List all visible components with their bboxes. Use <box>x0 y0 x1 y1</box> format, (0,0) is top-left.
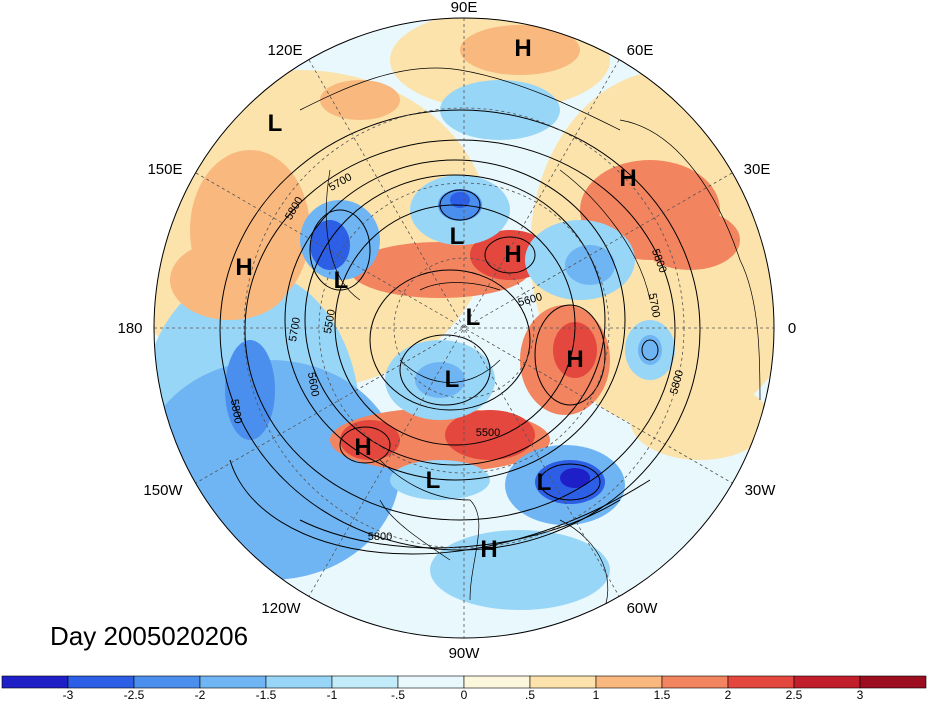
colorbar-swatch <box>265 675 333 689</box>
low-center: L <box>450 223 465 250</box>
low-center: L <box>426 467 441 494</box>
lon-label-30e: 30E <box>744 161 771 178</box>
colorbar-tick-label: 1 <box>593 688 600 702</box>
colorbar-swatch <box>1 675 69 689</box>
colorbar-swatch <box>793 675 861 689</box>
contour-label: 5500 <box>322 308 338 334</box>
low-center: L <box>334 267 349 294</box>
lon-label-60w: 60W <box>627 600 659 617</box>
high-center: H <box>514 35 531 62</box>
colorbar-swatch <box>133 675 201 689</box>
contour-label: 5700 <box>646 292 662 318</box>
colorbar-swatch <box>727 675 795 689</box>
colorbar-tick-label: 1.5 <box>654 688 671 702</box>
contour-label: 5800 <box>228 398 244 424</box>
lon-label-120e: 120E <box>267 42 302 59</box>
lon-label-0: 0 <box>788 320 796 337</box>
colorbar-tick-label: -2 <box>195 688 206 702</box>
lon-label-90e: 90E <box>451 0 478 16</box>
lon-label-30w: 30W <box>745 482 777 499</box>
height-contours <box>219 109 701 555</box>
colorbar-tick-label: 3 <box>857 688 864 702</box>
low-center: L <box>445 366 460 393</box>
high-center: H <box>354 434 371 461</box>
colorbar: -3 -2.5 -2 -1.5 -1 -.5 0 .5 1 1.5 2 2.5 3 <box>1 675 927 702</box>
contour-label: 5700 <box>287 316 303 342</box>
colorbar-tick-label: -3 <box>63 688 74 702</box>
colorbar-tick-label: -.5 <box>391 688 405 702</box>
high-center: H <box>235 254 252 281</box>
colorbar-tick-label: -1.5 <box>256 688 277 702</box>
colorbar-tick-label: 2 <box>725 688 732 702</box>
high-center: H <box>566 346 583 373</box>
contour-label: 5800 <box>368 531 392 543</box>
contour-label: 5600 <box>305 371 321 397</box>
colorbar-swatch <box>859 675 927 689</box>
colorbar-swatch <box>661 675 729 689</box>
colorbar-tick-label: 2.5 <box>786 688 803 702</box>
colorbar-swatch <box>595 675 663 689</box>
lon-label-60e: 60E <box>627 42 654 59</box>
high-center: H <box>480 536 497 563</box>
colorbar-swatch <box>67 675 135 689</box>
colorbar-swatch <box>529 675 597 689</box>
colorbar-tick-label: -2.5 <box>124 688 145 702</box>
colorbar-tick-label: .5 <box>525 688 535 702</box>
lon-label-150e: 150E <box>147 161 182 178</box>
map-border <box>153 17 775 639</box>
high-center: H <box>504 241 521 268</box>
low-center: L <box>268 110 283 137</box>
map-title: Day 2005020206 <box>50 621 248 651</box>
lon-label-120w: 120W <box>261 600 301 617</box>
high-center: H <box>619 165 636 192</box>
colorbar-swatch <box>397 675 465 689</box>
colorbar-tick-label: 0 <box>461 688 468 702</box>
colorbar-swatch <box>199 675 267 689</box>
contour-label: 5500 <box>476 427 500 439</box>
longitude-labels: 90E 120E 60E 150E 30E 180 0 150W 30W 120… <box>117 0 796 662</box>
lon-label-150w: 150W <box>143 482 183 499</box>
graticule <box>154 18 774 638</box>
pressure-centers: H L L H L H H L L H L H L H <box>235 35 636 563</box>
colorbar-tick-label: -1 <box>327 688 338 702</box>
lon-label-90w: 90W <box>449 645 481 662</box>
colorbar-swatch <box>463 675 531 689</box>
lon-label-180: 180 <box>117 320 142 337</box>
colorbar-swatch <box>331 675 399 689</box>
low-center: L <box>466 304 481 331</box>
low-center: L <box>537 469 552 496</box>
